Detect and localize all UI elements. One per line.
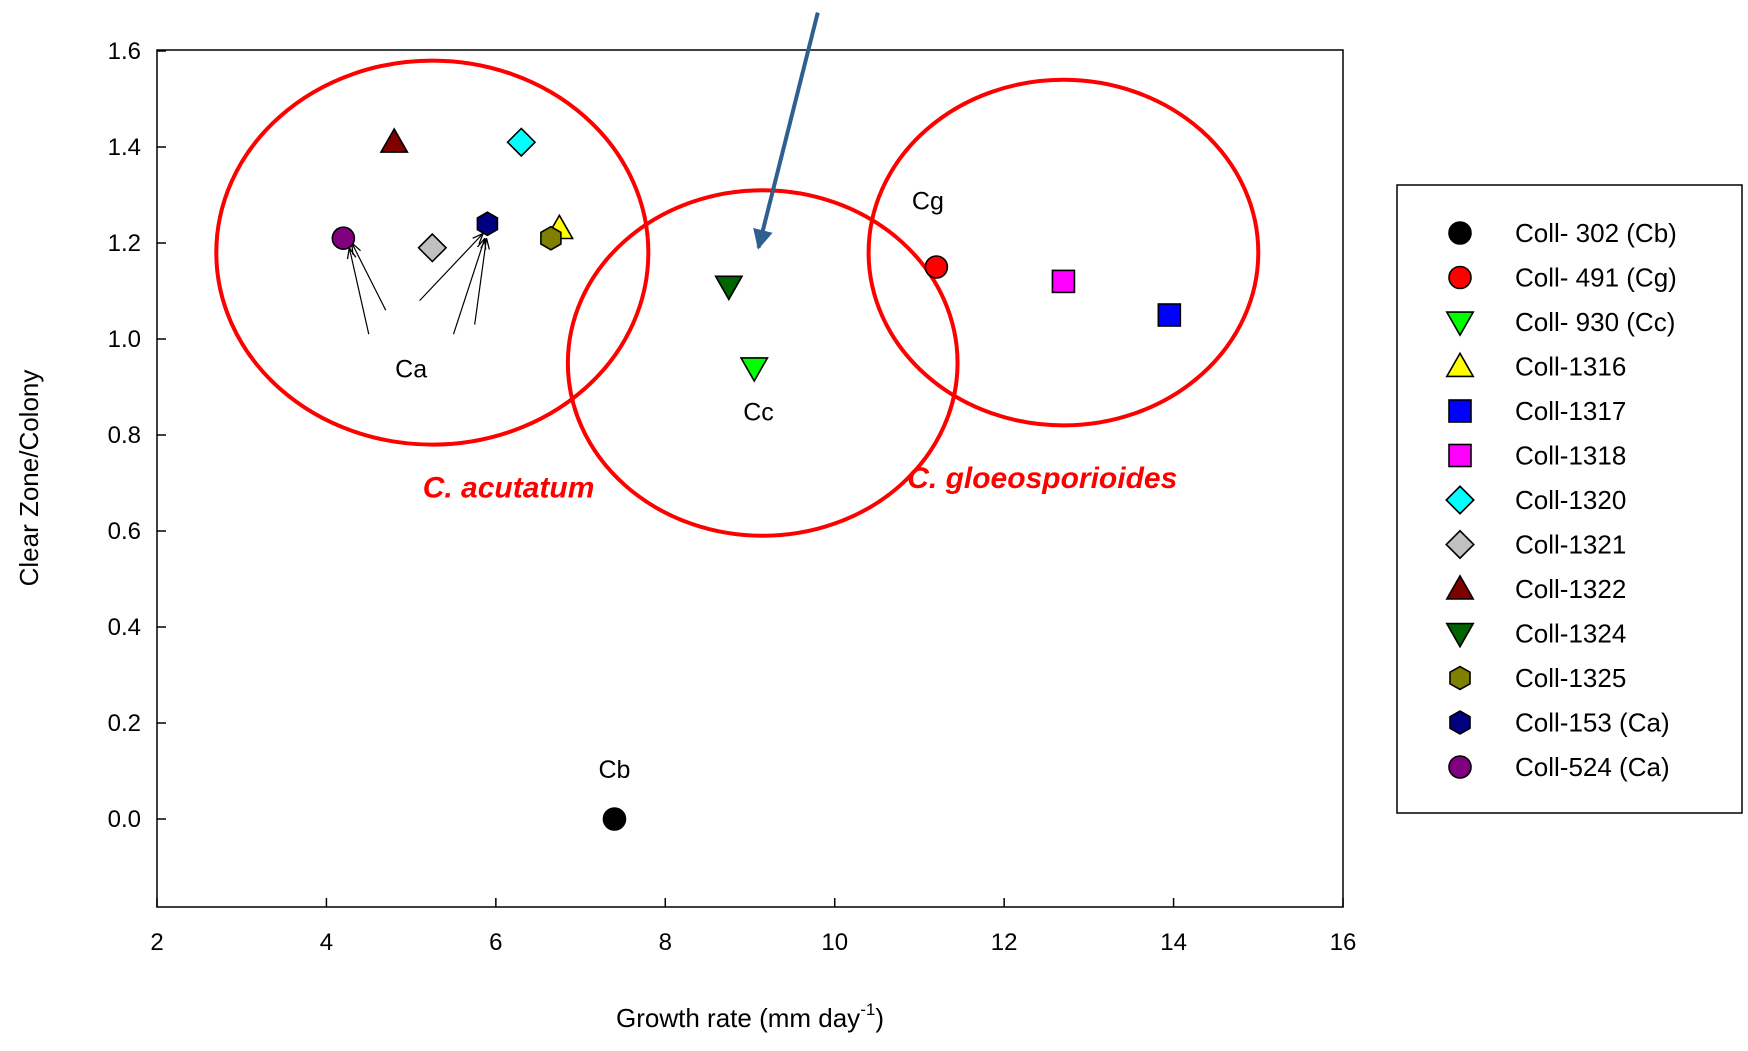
point-coll-1320 [506, 127, 537, 158]
legend-label: Coll-1318 [1515, 441, 1626, 471]
point-coll-930-cc [739, 357, 769, 383]
legend-label: Coll-1321 [1515, 530, 1626, 560]
legend-marker-coll-491-cg [1448, 265, 1472, 290]
y-axis-title: Clear Zone/Colony [14, 370, 44, 587]
legend-label: Coll-1317 [1515, 396, 1626, 426]
axes: 2 4 6 8 10 12 14 16 0.0 0.2 0.4 0.6 0.8 1.0 1.2 1.4 1.6 [108, 38, 1357, 956]
annotation-arrows [349, 12, 820, 335]
y-tick-label: 0.2 [108, 710, 141, 737]
legend-marker-coll-1321 [1445, 529, 1475, 560]
group-label: C. acutatum [423, 471, 595, 504]
legend-marker-coll-524-ca [1448, 755, 1472, 779]
x-tick-label: 8 [659, 929, 672, 956]
y-tick-label: 1.2 [108, 230, 141, 257]
point-coll-491-cg [924, 255, 949, 279]
legend-label: Coll- 491 (Cg) [1515, 263, 1677, 293]
legend-label: Coll-1325 [1515, 663, 1626, 693]
legend-marker-coll-1320 [1445, 485, 1475, 515]
legend-marker-coll-1316 [1445, 351, 1475, 378]
x-tick-label: 16 [1330, 929, 1357, 956]
legend-label: Coll-1320 [1515, 485, 1626, 515]
legend-marker-coll-1322 [1445, 574, 1475, 600]
y-tick-label: 1.4 [108, 134, 141, 161]
legend-marker-coll-1324 [1445, 622, 1475, 649]
x-tick-label: 10 [821, 929, 848, 956]
legend-marker-coll-1325 [1449, 665, 1471, 691]
plot-frame [156, 49, 1344, 908]
point-coll-1322 [379, 127, 409, 153]
y-tick-label: 1.6 [108, 38, 141, 65]
legend-label: Coll-1324 [1515, 619, 1626, 649]
pointer-arrow [419, 233, 484, 302]
y-tick-label: 0.6 [108, 518, 141, 545]
pointer-arrow [474, 238, 487, 325]
group-ellipse [866, 77, 1261, 428]
point-coll-1321 [417, 232, 448, 263]
data-points [331, 127, 1182, 831]
pointer-arrow [352, 243, 387, 311]
pointer-arrow [349, 248, 370, 335]
point-annotation: Cg [912, 187, 944, 215]
pointer-arrow [452, 238, 485, 335]
legend: Coll- 302 (Cb) Coll- 491 (Cg) Coll- 930 (C… [1396, 184, 1743, 814]
point-coll-1325 [540, 225, 562, 251]
group-ellipse [565, 188, 960, 538]
x-tick-label: 2 [150, 929, 163, 956]
group-ellipse [214, 58, 651, 447]
x-tick-label: 14 [1160, 929, 1187, 956]
point-coll-524-ca [331, 226, 356, 250]
point-coll-1318 [1051, 269, 1076, 294]
legend-marker-coll-1318 [1448, 443, 1472, 468]
legend-label: Coll-1316 [1515, 352, 1626, 382]
legend-label: Coll-153 (Ca) [1515, 708, 1670, 738]
x-axis-title: Growth rate (mm day-1) [616, 1000, 884, 1033]
legend-label: Coll-524 (Ca) [1515, 752, 1670, 782]
legend-label: Coll- 302 (Cb) [1515, 218, 1677, 248]
legend-marker-coll-930-cc [1445, 311, 1475, 337]
annotations: Cg Ca Cc Cb C. acutatum C. gloeosporioides [395, 187, 1177, 784]
point-coll-1317 [1157, 303, 1182, 327]
y-tick-label: 0.8 [108, 422, 141, 449]
legend-marker-coll-153-ca [1449, 710, 1471, 735]
x-axis-title-sup: -1 [860, 1000, 875, 1019]
x-axis-title-end: ) [875, 1003, 884, 1033]
point-annotation: Ca [395, 355, 427, 383]
legend-marker-coll-1317 [1448, 399, 1472, 423]
point-annotation: Cc [743, 399, 774, 427]
group-label: C. gloeosporioides [907, 462, 1177, 495]
x-tick-label: 4 [320, 929, 333, 956]
group-ellipses [214, 58, 1261, 538]
x-tick-label: 12 [991, 929, 1018, 956]
point-coll-302-cb [602, 807, 627, 831]
legend-marker-coll-302-cb [1448, 221, 1472, 245]
point-annotation: Cb [598, 756, 630, 784]
point-coll-1324 [714, 275, 744, 302]
y-tick-label: 0.4 [108, 614, 141, 641]
y-tick-label: 1.0 [108, 326, 141, 353]
x-axis-title-main: Growth rate (mm day [616, 1003, 860, 1033]
legend-label: Coll-1322 [1515, 574, 1626, 604]
y-tick-label: 0.0 [108, 806, 141, 833]
highlight-arrow [753, 12, 820, 250]
x-tick-label: 6 [489, 929, 502, 956]
legend-label: Coll- 930 (Cc) [1515, 307, 1675, 337]
point-coll-153-ca [476, 211, 499, 237]
